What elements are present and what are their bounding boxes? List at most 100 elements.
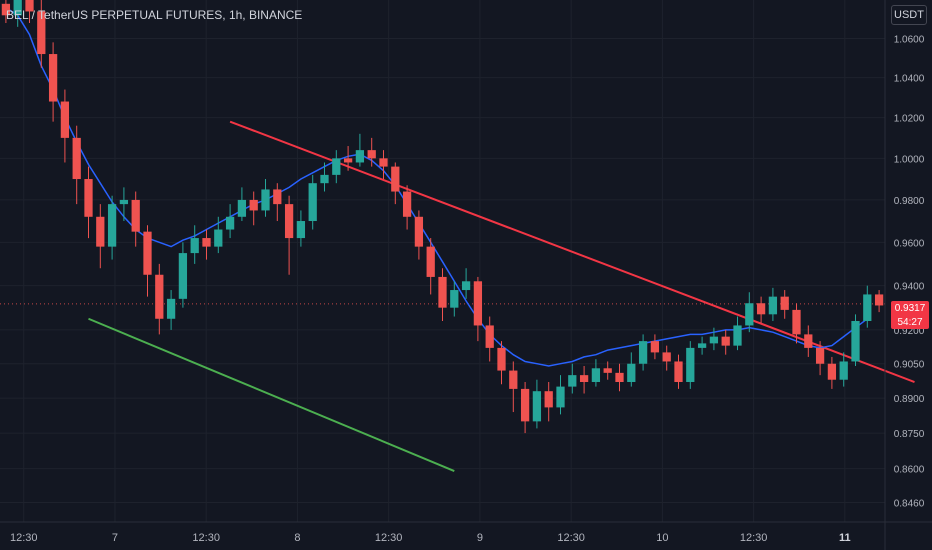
- last-price-value: 0.9317: [894, 303, 926, 314]
- candle-body: [509, 370, 518, 389]
- candle-body: [768, 296, 778, 315]
- time-tick-label: 12:30: [192, 532, 220, 544]
- candle-body: [780, 296, 789, 310]
- candle-body: [839, 361, 848, 380]
- candle-body: [556, 386, 565, 408]
- support-trendline: [88, 317, 455, 472]
- candle-body: [792, 309, 801, 335]
- candle-body: [402, 191, 412, 217]
- candle-body: [520, 388, 530, 422]
- candle-body: [261, 189, 270, 211]
- candle-body: [497, 347, 506, 371]
- price-tick-label: 0.8600: [894, 465, 925, 476]
- candle-body: [1, 3, 11, 16]
- candle-body: [674, 361, 683, 383]
- price-tick-label: 0.9800: [894, 196, 925, 207]
- currency-unit-button[interactable]: USDT: [891, 5, 927, 25]
- resistance-trendline: [229, 120, 915, 383]
- candle-body: [237, 199, 247, 217]
- candle-body: [532, 391, 542, 422]
- candle-body: [48, 54, 58, 102]
- time-tick-label: 11: [839, 532, 851, 544]
- candle-body: [650, 341, 660, 353]
- candle-body: [379, 158, 388, 167]
- candle-body: [190, 238, 199, 254]
- candle-body: [343, 158, 353, 163]
- price-tick-label: 0.9400: [894, 282, 925, 293]
- trendlines: [0, 120, 915, 472]
- candle-body: [143, 231, 152, 275]
- candle-body: [485, 325, 494, 348]
- candle-body: [107, 204, 117, 247]
- candle-body: [225, 216, 235, 230]
- candle-body: [320, 174, 329, 184]
- candle-body: [461, 281, 471, 291]
- countdown-timer: 54:27: [897, 317, 923, 328]
- candle-body: [756, 303, 766, 315]
- candle-body: [296, 221, 306, 239]
- candle-body: [591, 368, 601, 383]
- candle-body: [391, 166, 400, 192]
- candle-body: [697, 343, 707, 348]
- candle-body: [202, 238, 211, 247]
- candle-body: [745, 303, 754, 326]
- candle-body: [131, 199, 140, 232]
- candle-body: [627, 363, 636, 383]
- time-tick-label: 12:30: [10, 532, 38, 544]
- candle-body: [166, 298, 176, 319]
- last-price-tag: 0.9317 54:27: [891, 301, 929, 329]
- candle-body: [249, 199, 258, 211]
- candle-body: [13, 0, 22, 16]
- candle-body: [851, 320, 860, 362]
- price-tick-label: 0.9050: [894, 360, 925, 371]
- candle-body: [355, 150, 365, 163]
- candle-body: [804, 334, 813, 348]
- candles: [1, 0, 884, 434]
- price-tick-label: 0.8750: [894, 429, 925, 440]
- price-tick-label: 1.0600: [894, 34, 925, 45]
- candle-body: [25, 0, 34, 12]
- candle-body: [119, 199, 129, 205]
- price-tick-label: 0.9600: [894, 238, 925, 249]
- candle-body: [450, 290, 459, 308]
- time-tick-label: 9: [477, 532, 483, 544]
- price-tick-label: 0.9200: [894, 326, 925, 337]
- candle-body: [37, 11, 46, 55]
- candle-body: [438, 276, 447, 308]
- candle-body: [414, 216, 424, 247]
- candle-body: [827, 363, 837, 380]
- candle-body: [686, 347, 695, 383]
- candle-body: [284, 204, 294, 239]
- time-tick-label: 10: [656, 532, 668, 544]
- candle-body: [733, 325, 742, 346]
- candle-body: [214, 229, 223, 247]
- candle-body: [84, 179, 93, 217]
- time-tick-label: 8: [294, 532, 300, 544]
- candle-body: [426, 246, 435, 277]
- chart-title: BEL / TetherUS PERPETUAL FUTURES, 1h, BI…: [6, 8, 303, 22]
- candle-body: [473, 281, 483, 326]
- candle-body: [60, 101, 70, 138]
- candle-body: [815, 347, 825, 364]
- candle-body: [615, 372, 624, 383]
- candle-body: [638, 341, 648, 364]
- candle-body: [709, 336, 719, 344]
- candle-body: [155, 274, 164, 319]
- candle-body: [308, 183, 317, 222]
- candle-body: [72, 137, 81, 180]
- candle-body: [863, 294, 872, 321]
- candle-body: [332, 158, 341, 175]
- time-tick-label: 12:30: [375, 532, 403, 544]
- candle-body: [367, 150, 376, 159]
- price-tick-label: 0.8900: [894, 394, 925, 405]
- candle-body: [579, 375, 589, 383]
- time-tick-label: 7: [112, 532, 118, 544]
- candle-body: [568, 375, 577, 387]
- price-tick-label: 1.0000: [894, 154, 925, 165]
- time-tick-label: 12:30: [557, 532, 585, 544]
- candle-body: [544, 391, 553, 408]
- candle-body: [874, 294, 884, 306]
